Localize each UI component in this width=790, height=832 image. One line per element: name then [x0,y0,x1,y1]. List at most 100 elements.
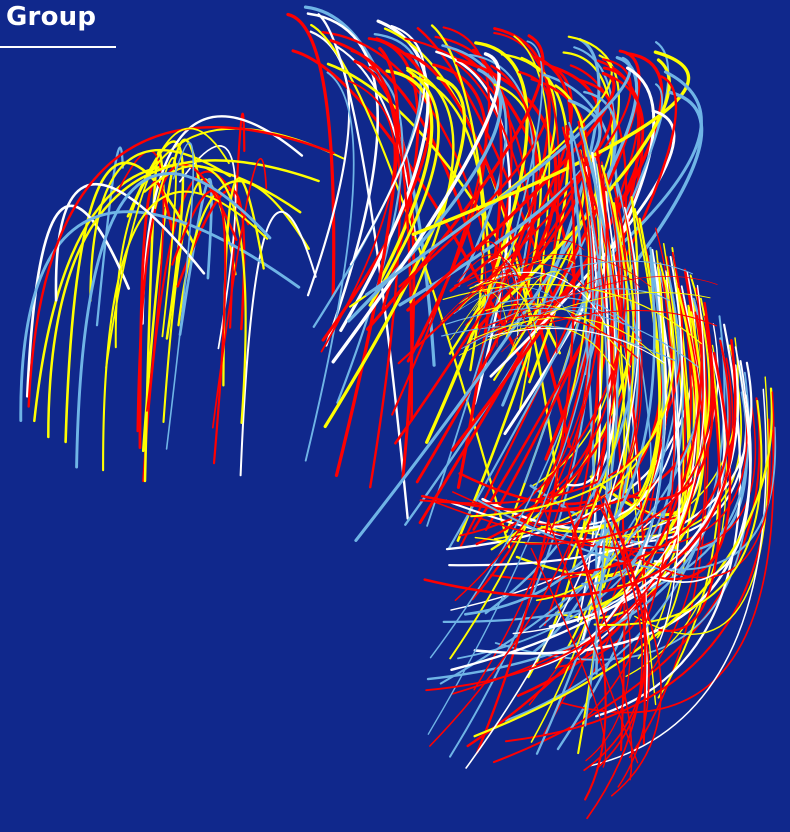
arc-line [154,157,177,338]
arc-line [95,146,124,327]
arc-line [505,271,568,338]
arc-line [493,32,560,272]
arc-line [593,399,763,626]
arc-line [501,38,601,407]
arc-line [583,503,647,772]
arc-line [485,303,631,368]
arc-line [493,83,543,302]
arc-line [476,124,576,754]
arc-line [75,172,272,469]
arc-line [334,46,400,478]
arc-line [501,275,641,353]
arc-line [365,34,545,331]
arc-line [505,418,771,743]
arc-line [464,254,656,616]
arc-line [571,529,633,781]
arc-line [25,204,131,398]
arc-line [600,207,661,527]
arc-line [483,267,518,309]
arc-line [475,239,585,340]
arc-line [27,125,335,408]
arc-line [490,305,692,581]
arc-line [473,387,774,738]
arc-line [468,317,663,365]
arc-line [454,161,608,602]
arc-line [430,24,491,263]
arc-line [441,325,676,362]
arc-line [631,391,775,579]
arc-line [488,328,667,365]
arc-line [562,339,731,576]
arc-line [304,71,355,462]
arc-line [524,315,713,545]
arc-line [558,196,643,509]
arc-line [491,269,504,347]
arc-line [178,178,213,336]
arc-line [530,547,607,768]
arc-line [490,64,538,336]
arc-line [478,314,638,359]
brand-underline [0,46,116,48]
arc-line [458,291,711,356]
arc-line [492,397,761,764]
arc-line [454,263,589,294]
arc-line [286,12,336,297]
arc-line [656,351,732,581]
arc-line [458,290,507,323]
arc-line [179,145,237,350]
arc-line [449,78,614,293]
arc-line [425,314,705,692]
arc-line [463,276,718,347]
arc-line [47,159,320,439]
arc-line [586,505,644,820]
arc-line [434,379,748,550]
arc-line [658,323,721,633]
arc-line [423,338,737,598]
arc-line [416,27,558,309]
arc-line [426,40,544,527]
arc-line [628,294,709,759]
arc-line [459,197,623,537]
arc-line [448,361,753,567]
arc-line [565,502,607,801]
arc-line [450,364,740,671]
arc-line [567,164,630,559]
arc-line [323,76,466,429]
arc-line [462,254,652,288]
arc-line [473,143,593,691]
arc-line [239,210,317,477]
arc-line [378,69,434,284]
arc-line [450,52,664,452]
arc-line [349,25,426,266]
arc-line [165,142,195,450]
arc-line [419,276,683,505]
arc-line [211,157,268,429]
arc-line [434,35,513,313]
arc-line [456,48,503,489]
arc-line [512,284,706,635]
brand-label: Group [6,2,97,32]
arc-line [441,44,508,287]
arc-line [647,346,751,583]
arc-line [585,487,631,762]
arc-line [538,276,680,629]
arc-line [589,388,767,767]
arc-line [102,190,269,472]
arc-line [89,148,232,302]
arc-line [615,90,704,289]
arc-line [611,543,662,797]
arc-line [331,52,501,364]
arc-line [141,115,304,325]
arc-line [581,246,665,586]
arc-line [535,250,665,602]
arc-line [142,170,250,483]
arc-line [484,260,693,297]
arc-line [317,13,409,520]
arc-line [429,173,621,747]
arc-line [493,35,620,381]
arc-line [368,68,440,307]
arc-line [427,161,602,735]
arc-line [519,309,718,332]
